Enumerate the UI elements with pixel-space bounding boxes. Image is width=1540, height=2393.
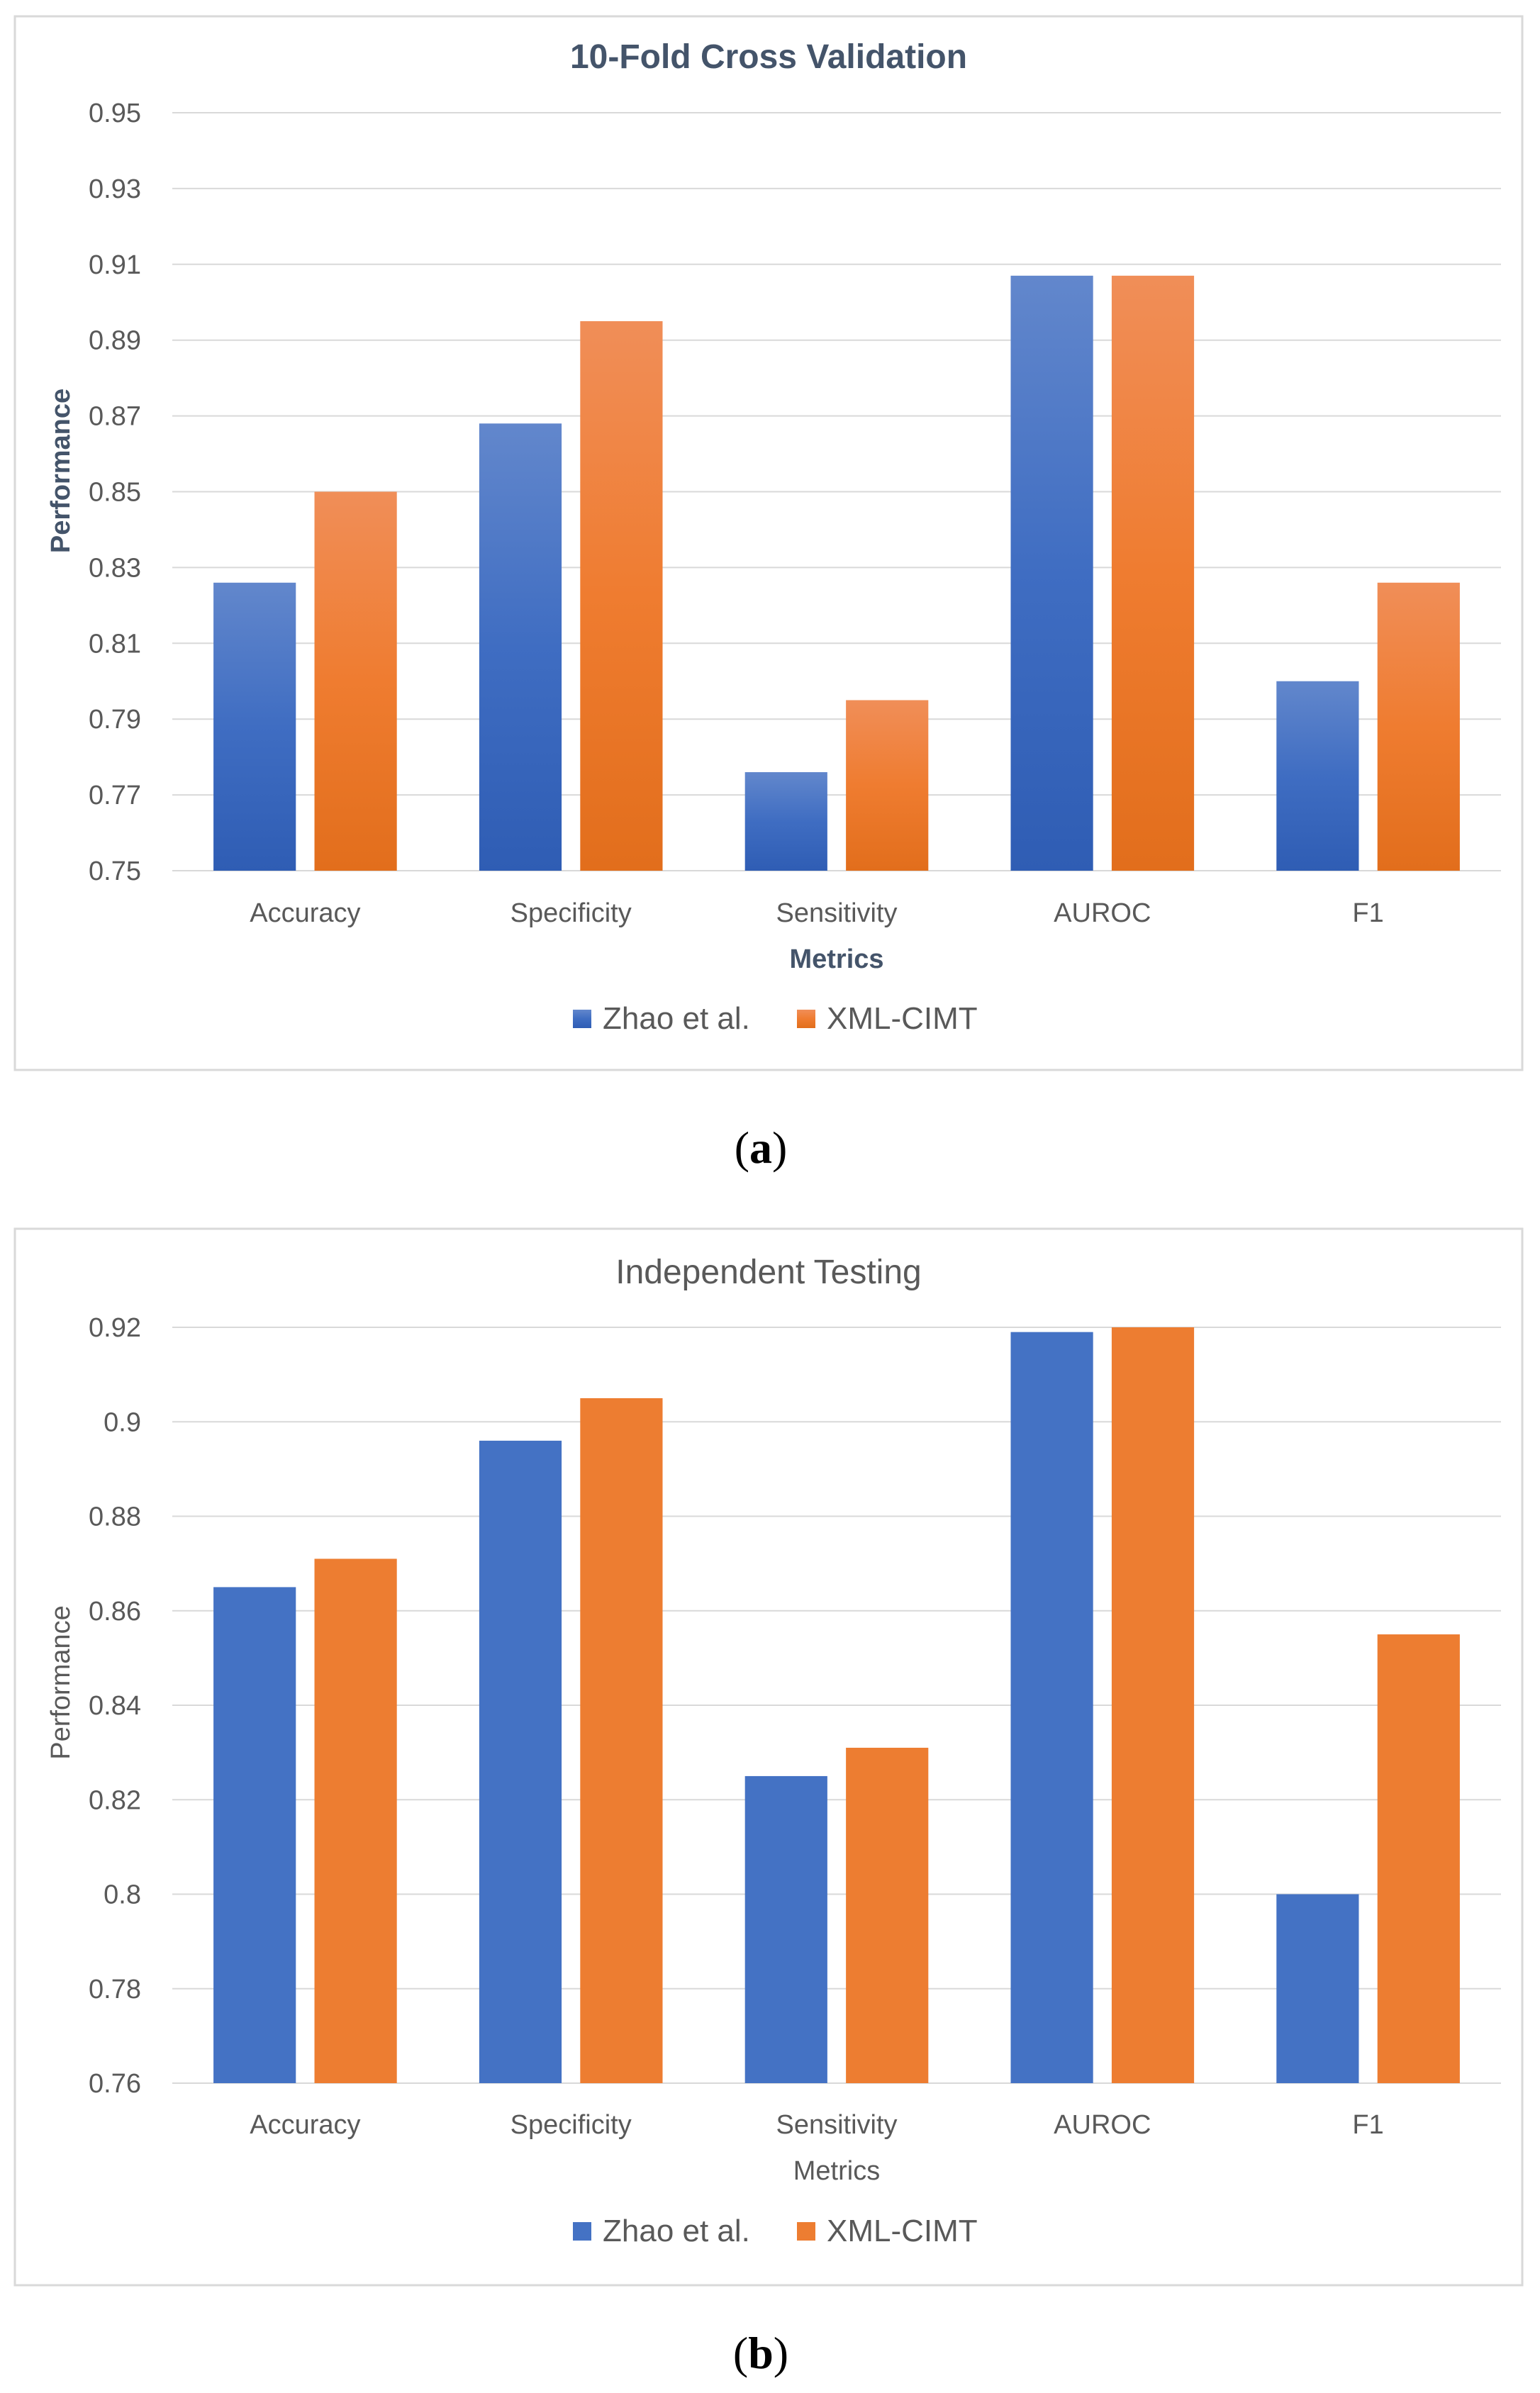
legend: Zhao et al. XML-CIMT — [573, 1001, 978, 1036]
bar-zhao-sensitivity — [744, 772, 827, 871]
y-tick-label: 0.84 — [89, 1691, 141, 1721]
bar-zhao-f1 — [1276, 681, 1359, 871]
bar-xml-cimt-accuracy — [314, 1558, 397, 2083]
y-axis-label: Performance — [46, 1605, 76, 1760]
x-tick-label: Specificity — [510, 2110, 632, 2140]
bar-zhao-f1 — [1276, 1894, 1359, 2083]
chart-title: Independent Testing — [615, 1254, 921, 1291]
legend-swatch — [797, 1010, 815, 1028]
x-tick-label: AUROC — [1054, 898, 1151, 928]
y-tick-label: 0.76 — [89, 2069, 141, 2099]
legend-label: XML-CIMT — [827, 2214, 978, 2248]
x-tick-label: Accuracy — [250, 898, 360, 928]
y-tick-label: 0.86 — [89, 1597, 141, 1627]
bar-xml-cimt-f1 — [1377, 1634, 1460, 2083]
y-tick-label: 0.82 — [89, 1785, 141, 1815]
y-tick-labels: 0.95 0.93 0.91 0.89 0.87 0.85 0.83 0.81 0.79 0.77… — [89, 99, 141, 886]
bar-zhao-auroc — [1010, 1332, 1093, 2083]
legend-label: Zhao et al. — [603, 2214, 750, 2248]
legend-label: XML-CIMT — [827, 1001, 978, 1036]
bar-xml-cimt-sensitivity — [846, 1747, 929, 2083]
y-tick-label: 0.92 — [89, 1313, 141, 1343]
legend: Zhao et al. XML-CIMT — [573, 2214, 978, 2248]
y-tick-label: 0.8 — [104, 1880, 141, 1910]
y-tick-label: 0.85 — [89, 478, 141, 508]
bar-xml-cimt-accuracy — [314, 491, 397, 871]
x-tick-labels: Accuracy Specificity Sensitivity AUROC F1 — [250, 2110, 1384, 2140]
y-tick-label: 0.77 — [89, 781, 141, 810]
bars — [213, 1327, 1460, 2083]
bar-xml-cimt-auroc — [1111, 275, 1195, 871]
bar-zhao-sensitivity — [744, 1775, 827, 2083]
x-tick-label: Sensitivity — [776, 2110, 897, 2140]
x-tick-label: F1 — [1352, 2110, 1383, 2140]
y-tick-label: 0.88 — [89, 1502, 141, 1532]
bar-zhao-accuracy — [213, 582, 296, 871]
y-tick-label: 0.89 — [89, 326, 141, 356]
x-tick-labels: Accuracy Specificity Sensitivity AUROC F1 — [250, 898, 1384, 928]
bar-zhao-specificity — [479, 423, 562, 871]
bar-zhao-accuracy — [213, 1587, 296, 2083]
y-tick-label: 0.95 — [89, 99, 141, 128]
y-tick-label: 0.78 — [89, 1975, 141, 2004]
x-tick-label: Sensitivity — [776, 898, 897, 928]
bars — [213, 275, 1460, 871]
chart-independent-testing: Independent Testing 0.920.90.880.860.840… — [13, 1227, 1524, 2287]
legend-label: Zhao et al. — [603, 1001, 750, 1036]
y-axis-label: Performance — [46, 389, 76, 553]
y-tick-label: 0.93 — [89, 174, 141, 204]
bar-xml-cimt-specificity — [580, 320, 663, 871]
chart-title: 10-Fold Cross Validation — [570, 38, 967, 76]
y-tick-label: 0.75 — [89, 857, 141, 886]
bar-zhao-specificity — [479, 1440, 562, 2083]
x-axis-label: Metrics — [789, 944, 883, 974]
bar-xml-cimt-sensitivity — [846, 700, 929, 871]
bar-zhao-auroc — [1010, 275, 1093, 871]
y-tick-label: 0.91 — [89, 250, 141, 280]
chart-cross-validation: 10-Fold Cross Validation 0.95 0.93 0.91 0.8… — [13, 15, 1524, 1071]
bar-xml-cimt-specificity — [580, 1398, 663, 2083]
x-tick-label: Specificity — [510, 898, 632, 928]
y-tick-label: 0.87 — [89, 402, 141, 432]
x-tick-label: Accuracy — [250, 2110, 360, 2140]
y-tick-labels: 0.92 0.9 0.88 0.86 0.84 0.82 0.8 0.78 0.76 — [89, 1313, 141, 2099]
y-tick-label: 0.79 — [89, 705, 141, 735]
y-tick-label: 0.81 — [89, 629, 141, 659]
panel-caption-b: (b) — [733, 2328, 788, 2378]
x-axis-label: Metrics — [793, 2156, 880, 2186]
legend-swatch — [797, 2222, 815, 2241]
bar-xml-cimt-f1 — [1377, 582, 1460, 871]
x-tick-label: AUROC — [1054, 2110, 1151, 2140]
bar-xml-cimt-auroc — [1111, 1327, 1195, 2083]
chart-frame — [13, 15, 1524, 1071]
y-tick-label: 0.9 — [104, 1407, 141, 1437]
x-tick-label: F1 — [1352, 898, 1383, 928]
panel-caption-a: (a) — [735, 1122, 788, 1173]
legend-swatch — [573, 1010, 591, 1028]
legend-swatch — [573, 2222, 591, 2241]
y-tick-label: 0.83 — [89, 553, 141, 583]
